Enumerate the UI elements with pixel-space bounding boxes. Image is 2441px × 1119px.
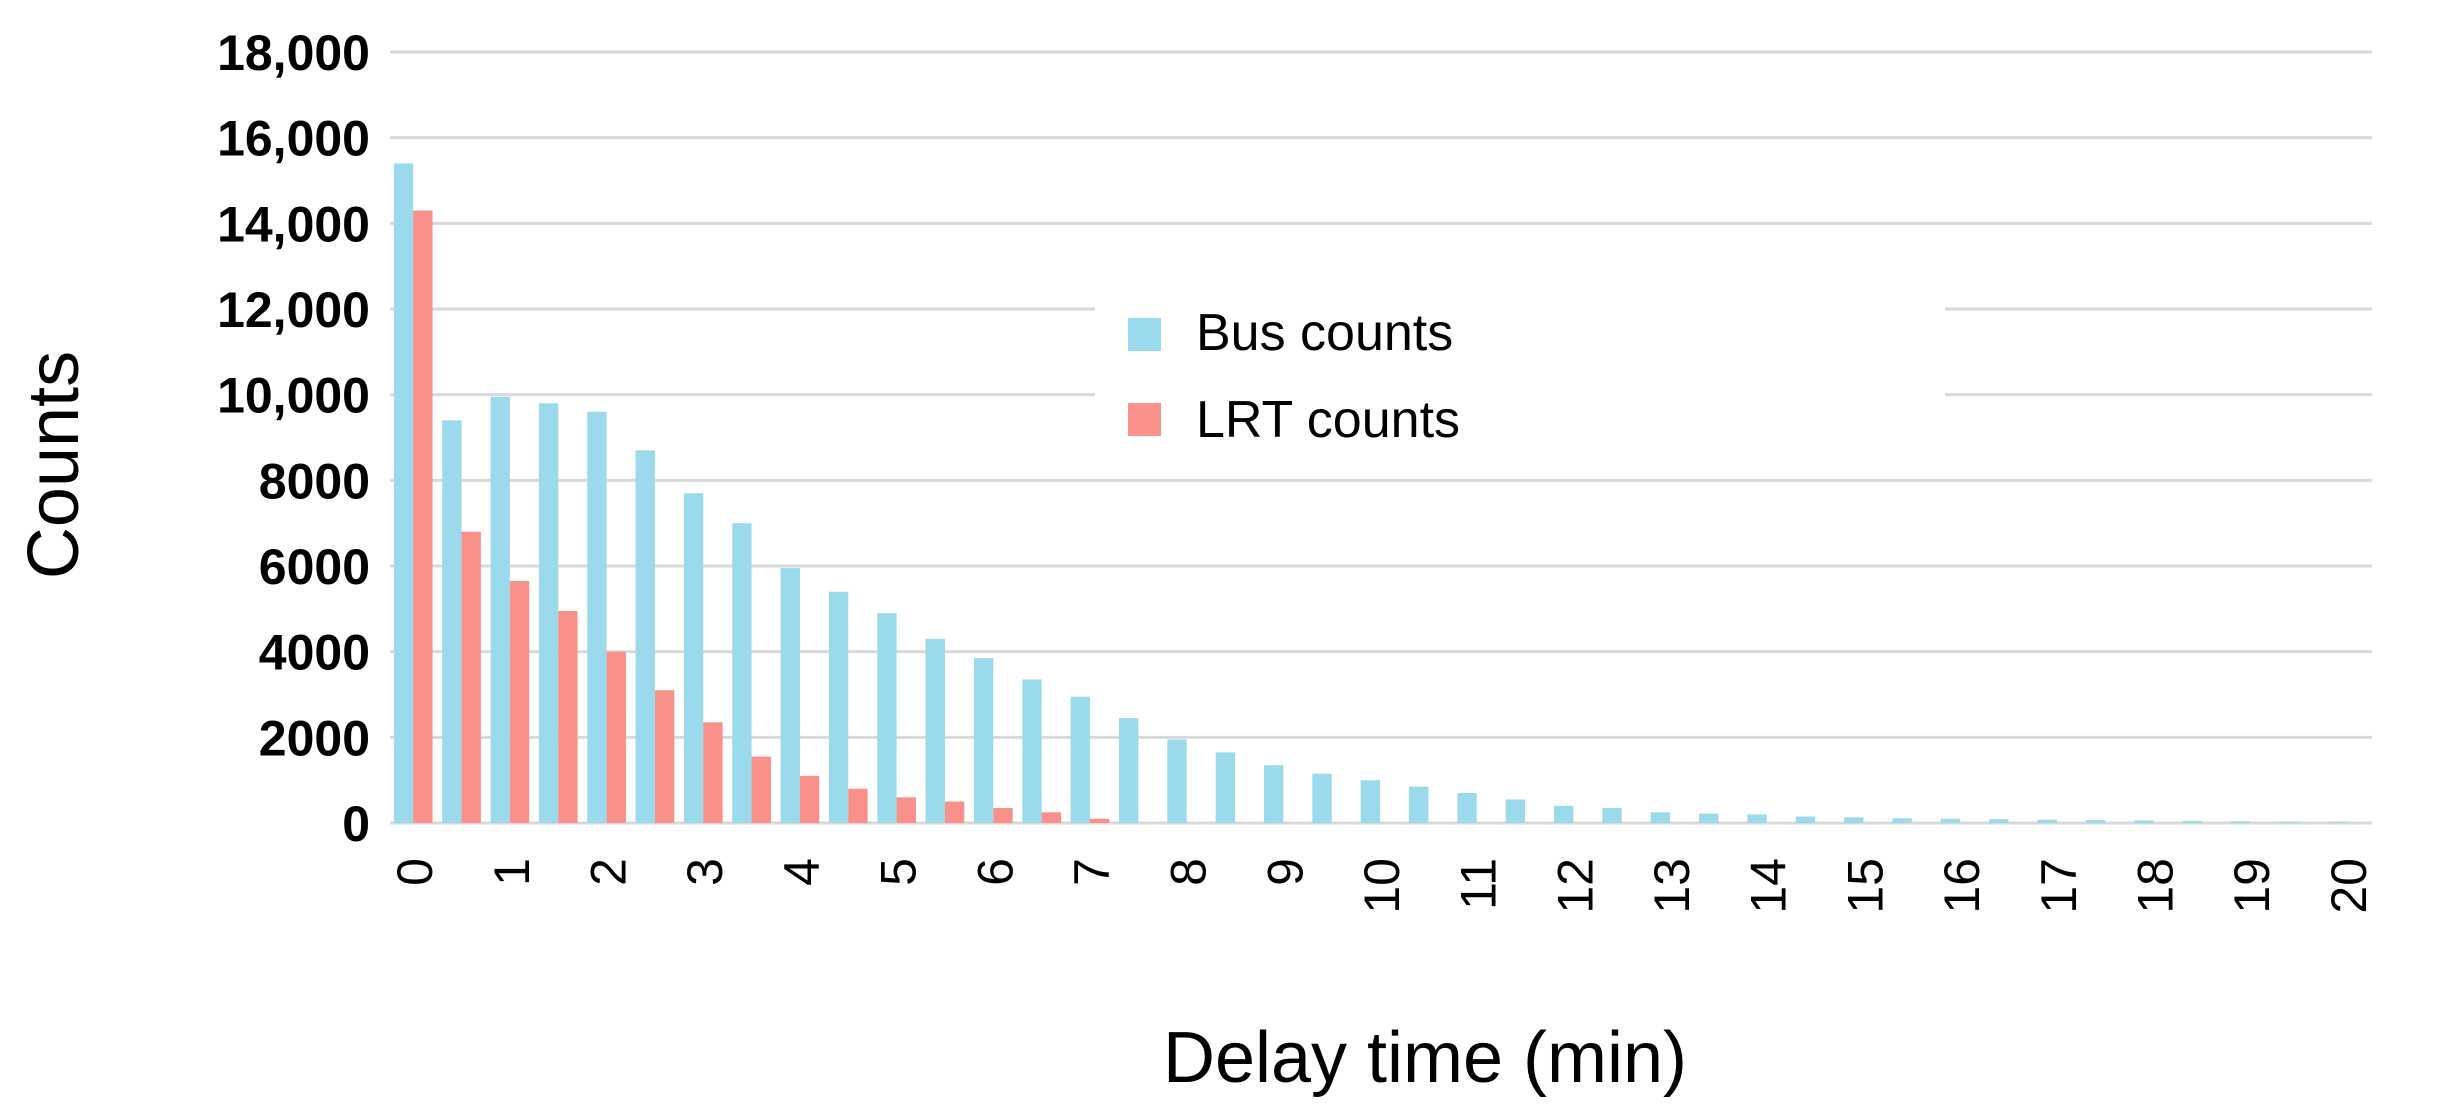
x-tick-label: 13 xyxy=(1644,858,1700,914)
x-tick-label: 9 xyxy=(1257,858,1313,886)
bar-bus xyxy=(1118,718,1139,823)
x-tick-label: 5 xyxy=(871,858,927,886)
x-tick-label: 0 xyxy=(387,858,443,886)
bar-lrt xyxy=(461,531,481,823)
bar-bus xyxy=(538,403,559,823)
x-tick-label: 15 xyxy=(1837,858,1893,914)
x-tick-label: 14 xyxy=(1741,858,1797,914)
bar-bus xyxy=(635,450,655,823)
bars xyxy=(393,163,2347,823)
bar-bus xyxy=(1940,818,1961,823)
x-tick-label: 12 xyxy=(1547,858,1603,914)
x-tick-label: 1 xyxy=(484,858,540,886)
bar-lrt xyxy=(1041,812,1061,823)
bar-bus xyxy=(1505,799,1526,823)
bar-lrt xyxy=(848,788,868,823)
bar-bus xyxy=(1699,813,1719,823)
x-tick-label: 17 xyxy=(2031,858,2087,914)
x-tick-label: 20 xyxy=(2321,858,2377,914)
x-tick-label: 6 xyxy=(967,858,1023,886)
legend-label-bus: Bus counts xyxy=(1196,304,1453,362)
x-tick-label: 19 xyxy=(2224,858,2280,914)
bar-bus xyxy=(1409,786,1429,823)
bar-bus xyxy=(1602,808,1622,823)
bar-bus xyxy=(877,613,897,823)
bar-lrt xyxy=(799,775,820,823)
y-tick-label: 2000 xyxy=(259,710,370,766)
x-tick-label: 16 xyxy=(1934,858,1990,914)
bar-bus xyxy=(1264,765,1284,823)
legend-label-lrt: LRT counts xyxy=(1196,391,1460,449)
y-tick-label: 16,000 xyxy=(217,111,370,167)
legend-swatch-bus xyxy=(1128,318,1161,351)
bar-bus xyxy=(683,493,704,823)
bar-bus xyxy=(1650,812,1671,823)
bar-bus xyxy=(2327,822,2347,823)
x-tick-label: 7 xyxy=(1064,858,1120,886)
bar-bus xyxy=(1554,805,1574,823)
bar-bus xyxy=(587,411,607,823)
bar-lrt xyxy=(703,722,723,823)
x-tick-label: 3 xyxy=(677,858,733,886)
bar-bus xyxy=(828,591,849,823)
x-tick-label: 8 xyxy=(1161,858,1217,886)
bar-bus xyxy=(2230,821,2251,823)
bar-bus xyxy=(1892,818,1912,823)
bar-lrt xyxy=(1089,818,1110,823)
y-tick-label: 12,000 xyxy=(217,282,370,338)
bar-lrt xyxy=(558,610,578,823)
y-axis-title: Counts xyxy=(14,351,94,579)
y-tick-label: 4000 xyxy=(259,625,370,681)
bar-lrt xyxy=(896,797,916,823)
bar-bus xyxy=(393,163,414,823)
y-axis-tick-labels: 0 2000 4000 6000 8000 10,000 12,000 14,000 16,00… xyxy=(217,25,370,852)
bar-bus xyxy=(1022,679,1042,823)
bar-lrt xyxy=(751,756,771,823)
legend-swatch-lrt xyxy=(1128,403,1161,436)
x-tick-label: 10 xyxy=(1354,858,1410,914)
bar-bus xyxy=(442,420,462,823)
bar-bus xyxy=(2037,819,2057,823)
y-tick-label: 6000 xyxy=(259,539,370,595)
bar-bus xyxy=(1795,816,1816,823)
bar-lrt xyxy=(993,808,1013,823)
bar-bus xyxy=(973,658,994,823)
x-tick-label: 18 xyxy=(2127,858,2183,914)
bar-bus xyxy=(925,638,945,823)
y-tick-label: 18,000 xyxy=(217,25,370,81)
x-axis-title: Delay time (min) xyxy=(1163,1018,1687,1098)
bar-bus xyxy=(1989,819,2009,823)
y-tick-label: 8000 xyxy=(259,453,370,509)
bar-bus xyxy=(1457,793,1477,823)
bar-bus xyxy=(780,568,800,823)
legend: Bus counts LRT counts xyxy=(1095,290,1945,470)
bar-bus xyxy=(2182,820,2202,823)
y-tick-label: 0 xyxy=(342,796,370,852)
bar-bus xyxy=(2134,820,2154,823)
bar-bus xyxy=(2279,821,2299,823)
y-tick-label: 14,000 xyxy=(217,196,370,252)
bar-bus xyxy=(1167,739,1187,823)
bar-lrt xyxy=(944,801,965,823)
bar-bus xyxy=(2085,820,2106,823)
bar-bus xyxy=(1215,752,1236,823)
x-tick-label: 11 xyxy=(1451,858,1507,910)
bar-bus xyxy=(1844,817,1864,823)
bar-bus xyxy=(1360,780,1381,823)
bar-bus xyxy=(1312,773,1332,823)
x-tick-label: 4 xyxy=(774,858,830,886)
bar-lrt xyxy=(606,651,626,823)
bar-lrt xyxy=(654,690,675,823)
legend-background xyxy=(1095,290,1945,470)
bar-bus xyxy=(1747,814,1767,823)
x-axis-tick-labels: 0 1 2 3 4 5 6 7 8 9 10 11 12 13 14 15 16 17 18 19 20 xyxy=(387,858,2377,914)
bar-bus xyxy=(732,523,752,823)
bar-lrt xyxy=(509,580,530,823)
bar-bus xyxy=(490,396,510,823)
bar-lrt xyxy=(413,210,433,823)
y-tick-label: 10,000 xyxy=(217,368,370,424)
x-tick-label: 2 xyxy=(581,858,637,886)
bar-bus xyxy=(1070,696,1090,823)
